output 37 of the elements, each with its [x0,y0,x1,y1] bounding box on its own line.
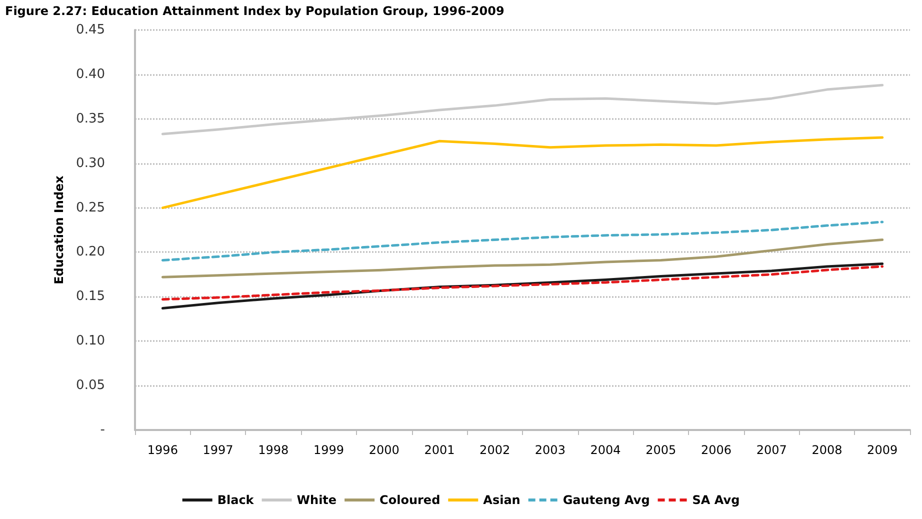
y-tick-label: 0.15 [76,289,105,304]
y-tick-label: 0.05 [76,378,105,394]
x-tick-label: 1999 [313,443,344,457]
line-series [161,220,884,262]
legend-label: Asian [483,493,520,507]
line-series [161,238,884,278]
legend-label: Coloured [380,493,440,507]
x-tick-label: 2009 [867,443,898,457]
x-tick-label: 2002 [480,443,510,457]
legend-label: Black [217,493,255,507]
legend-label: Gauteng Avg [562,493,650,507]
y-tick-label: 0.35 [76,111,105,126]
y-tick-label: 0.30 [76,156,105,171]
x-tick-label: 2003 [534,443,566,457]
chart-title: Figure 2.27: Education Attainment Index by Population Group, 1996-2009 [5,4,504,18]
y-tick-label: 0.25 [76,200,105,216]
x-tick-label: 2005 [646,443,676,457]
x-tick-label: 1998 [258,443,289,457]
x-tick-label: 1997 [202,443,234,457]
x-tick-label: 2001 [424,443,455,457]
x-tick-label: 2006 [700,443,732,457]
line-series [161,265,884,301]
y-tick-label: 0.40 [76,66,105,82]
x-tick-label: 2000 [368,443,400,457]
legend-label: White [296,493,337,507]
y-tick-label: 0.45 [76,22,105,38]
y-axis-title: Education Index [52,175,66,284]
line-series [161,84,884,136]
y-tick-label: 0.10 [76,334,105,349]
legend-label: SA Avg [692,493,740,507]
x-tick-label: 1996 [147,443,178,457]
x-tick-label: 2007 [756,443,787,457]
y-tick-label: 0.20 [76,244,105,260]
x-tick-label: 2004 [590,443,621,457]
x-tick-label: 2008 [812,443,842,457]
y-tick-label: - [100,422,106,438]
line-series [161,136,884,210]
